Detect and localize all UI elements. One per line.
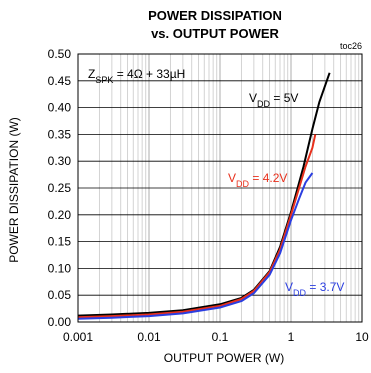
x-tick-label: 0.001 bbox=[63, 330, 93, 344]
y-tick-label: 0.00 bbox=[48, 315, 72, 329]
x-tick-label: 10 bbox=[355, 330, 369, 344]
y-tick-label: 0.45 bbox=[48, 74, 72, 88]
tick-labels: 0.00 0.05 0.10 0.15 0.20 0.25 0.30 0.35 0.40 0.45… bbox=[48, 47, 369, 344]
x-tick-label: 1 bbox=[288, 330, 295, 344]
y-tick-label: 0.25 bbox=[48, 181, 72, 195]
y-tick-label: 0.15 bbox=[48, 235, 72, 249]
chart-title-line1: POWER DISSIPATION bbox=[148, 8, 282, 23]
y-tick-label: 0.35 bbox=[48, 127, 72, 141]
figure-id: toc26 bbox=[340, 41, 362, 51]
impedance-condition-label: ZSPK = 4Ω + 33µH bbox=[88, 67, 185, 85]
series-lines bbox=[77, 72, 331, 320]
series-line bbox=[77, 134, 317, 319]
y-tick-label: 0.30 bbox=[48, 154, 72, 168]
x-axis-label: OUTPUT POWER (W) bbox=[164, 351, 284, 365]
y-tick-label: 0.50 bbox=[48, 47, 72, 61]
series-label-5v: VDD = 5V bbox=[249, 91, 298, 109]
y-tick-label: 0.20 bbox=[48, 208, 72, 222]
series-label-4-2v: VDD = 4.2V bbox=[228, 171, 287, 189]
series-labels: ZSPK = 4Ω + 33µH VDD = 5V VDD = 4.2V VDD = … bbox=[88, 67, 344, 298]
series-line bbox=[77, 172, 314, 320]
series-label-3-7v: VDD = 3.7V bbox=[285, 280, 344, 298]
y-axis-label: POWER DISSIPATION (W) bbox=[7, 117, 21, 263]
chart-title-line2: vs. OUTPUT POWER bbox=[151, 26, 279, 41]
plot-frame bbox=[77, 53, 363, 323]
y-tick-label: 0.05 bbox=[48, 288, 72, 302]
y-tick-label: 0.40 bbox=[48, 101, 72, 115]
grid bbox=[78, 54, 362, 322]
x-tick-label: 0.1 bbox=[212, 330, 229, 344]
x-tick-label: 0.01 bbox=[137, 330, 161, 344]
y-tick-label: 0.10 bbox=[48, 261, 72, 275]
